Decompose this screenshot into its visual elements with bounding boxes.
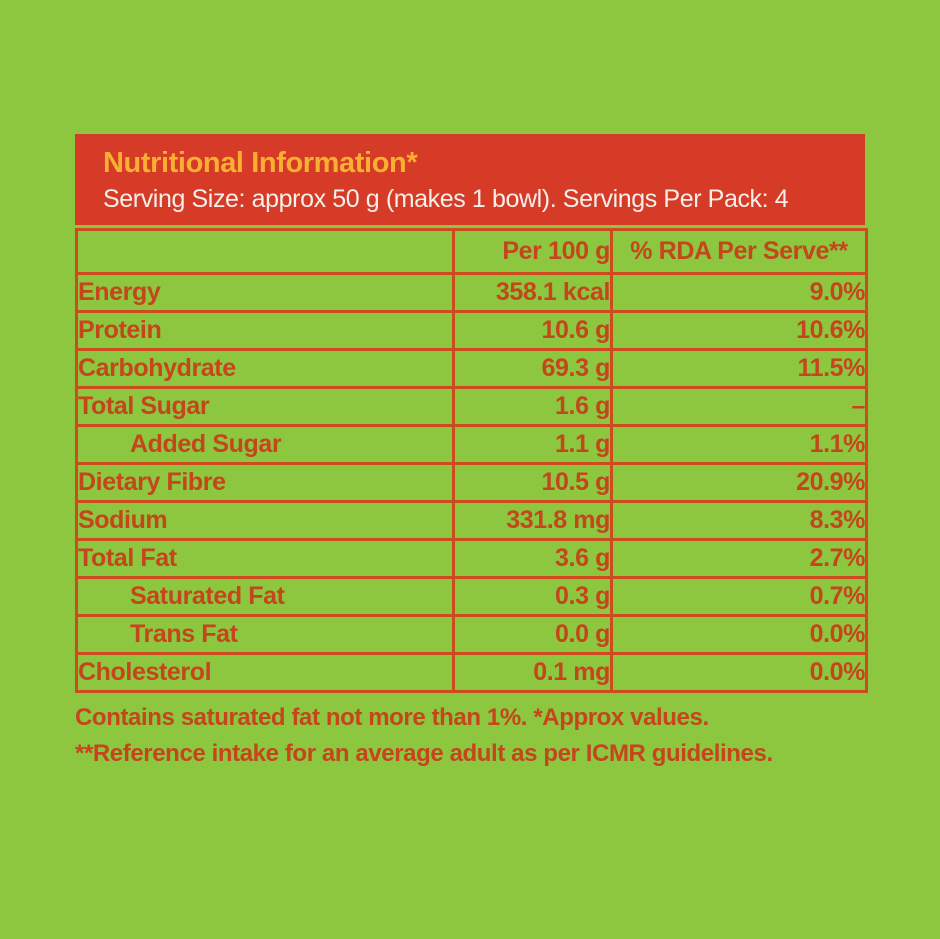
label-header: Nutritional Information* Serving Size: a… bbox=[75, 134, 865, 226]
nutrient-per-100g-value: 10.6 g bbox=[452, 310, 613, 352]
nutrient-rda-per-serve-value: 11.5% bbox=[610, 348, 868, 390]
nutrient-rda-per-serve-value: 0.7% bbox=[610, 576, 868, 618]
nutrient-label: Dietary Fibre bbox=[75, 462, 455, 504]
nutrient-rda-per-serve-value: 0.0% bbox=[610, 614, 868, 656]
nutrient-per-100g-value: 1.6 g bbox=[452, 386, 613, 428]
nutrient-label: Energy bbox=[75, 272, 455, 314]
nutrient-per-100g-value: 0.3 g bbox=[452, 576, 613, 618]
nutrient-per-100g-value: 1.1 g bbox=[452, 424, 613, 466]
nutrient-label: Protein bbox=[75, 310, 455, 352]
nutrient-rda-per-serve-value: 10.6% bbox=[610, 310, 868, 352]
nutrient-label: Total Sugar bbox=[75, 386, 455, 428]
nutrient-per-100g-value: 3.6 g bbox=[452, 538, 613, 580]
table-row: Total Fat 3.6 g 2.7% bbox=[75, 538, 868, 580]
nutrient-rda-per-serve-value: 9.0% bbox=[610, 272, 868, 314]
serving-info: Serving Size: approx 50 g (makes 1 bowl)… bbox=[103, 185, 789, 214]
nutrient-per-100g-value: 331.8 mg bbox=[452, 500, 613, 542]
table-row: Trans Fat 0.0 g 0.0% bbox=[75, 614, 868, 656]
nutrient-per-100g-value: 0.0 g bbox=[452, 614, 613, 656]
nutrient-rda-per-serve-value: 2.7% bbox=[610, 538, 868, 580]
table-row: Carbohydrate 69.3 g 11.5% bbox=[75, 348, 868, 390]
nutrient-per-100g-value: 69.3 g bbox=[452, 348, 613, 390]
nutrient-per-100g-value: 0.1 mg bbox=[452, 652, 613, 694]
table-row: Total Sugar 1.6 g – bbox=[75, 386, 868, 428]
footnote-reference-intake: **Reference intake for an average adult … bbox=[75, 740, 773, 768]
column-header-nutrient bbox=[75, 228, 455, 276]
table-row: Energy 358.1 kcal 9.0% bbox=[75, 272, 868, 314]
nutrient-per-100g-value: 10.5 g bbox=[452, 462, 613, 504]
column-header-rda-per-serve: % RDA Per Serve** bbox=[610, 228, 868, 276]
nutrient-label: Total Fat bbox=[75, 538, 455, 580]
footnotes: Contains saturated fat not more than 1%.… bbox=[75, 700, 865, 772]
footnote-saturated-fat: Contains saturated fat not more than 1%.… bbox=[75, 704, 709, 732]
label-title: Nutritional Information* bbox=[103, 147, 418, 179]
nutrition-table: Per 100 g % RDA Per Serve** Energy 358.1 … bbox=[75, 228, 868, 694]
table-row: Protein 10.6 g 10.6% bbox=[75, 310, 868, 352]
nutrient-rda-per-serve-value: – bbox=[610, 386, 868, 428]
table-header-row: Per 100 g % RDA Per Serve** bbox=[75, 228, 868, 276]
nutrient-label: Added Sugar bbox=[75, 424, 455, 466]
table-row: Added Sugar 1.1 g 1.1% bbox=[75, 424, 868, 466]
nutrient-rda-per-serve-value: 20.9% bbox=[610, 462, 868, 504]
nutrient-rda-per-serve-value: 8.3% bbox=[610, 500, 868, 542]
table-row: Cholesterol 0.1 mg 0.0% bbox=[75, 652, 868, 694]
nutrient-label: Sodium bbox=[75, 500, 455, 542]
table-row: Saturated Fat 0.3 g 0.7% bbox=[75, 576, 868, 618]
nutrient-rda-per-serve-value: 1.1% bbox=[610, 424, 868, 466]
nutrient-per-100g-value: 358.1 kcal bbox=[452, 272, 613, 314]
nutrient-rda-per-serve-value: 0.0% bbox=[610, 652, 868, 694]
nutrient-label: Carbohydrate bbox=[75, 348, 455, 390]
nutrient-label: Cholesterol bbox=[75, 652, 455, 694]
column-header-per-100g: Per 100 g bbox=[452, 228, 613, 276]
nutrition-label: Nutritional Information* Serving Size: a… bbox=[75, 134, 868, 772]
table-row: Sodium 331.8 mg 8.3% bbox=[75, 500, 868, 542]
nutrition-table-body: Energy 358.1 kcal 9.0% Protein 10.6 g 10.6% Ca… bbox=[75, 272, 868, 694]
nutrient-label: Saturated Fat bbox=[75, 576, 455, 618]
nutrient-label: Trans Fat bbox=[75, 614, 455, 656]
table-row: Dietary Fibre 10.5 g 20.9% bbox=[75, 462, 868, 504]
